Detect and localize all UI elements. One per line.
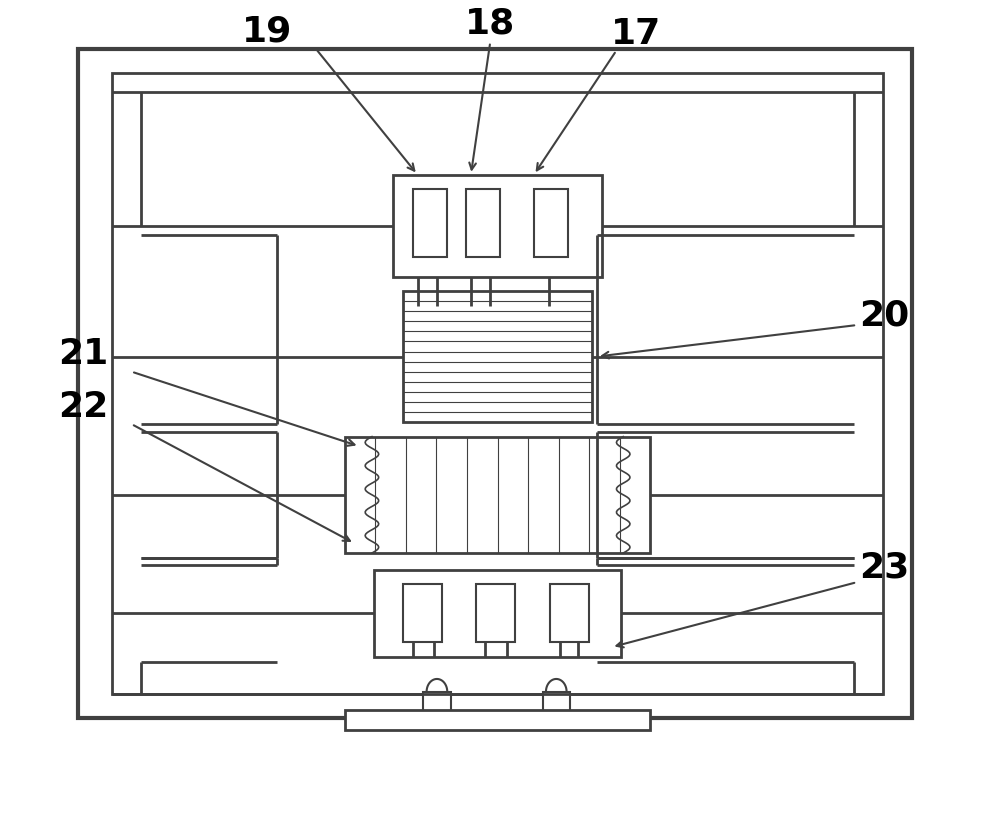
Bar: [413, 190, 447, 257]
Text: 21: 21: [58, 337, 108, 371]
Bar: [423, 692, 451, 713]
Bar: [345, 710, 650, 729]
Bar: [550, 584, 589, 642]
Text: 20: 20: [859, 298, 909, 332]
Bar: [374, 569, 621, 657]
Bar: [466, 190, 500, 257]
Bar: [403, 584, 442, 642]
Text: 18: 18: [465, 7, 515, 41]
Bar: [393, 175, 602, 277]
Text: 19: 19: [242, 15, 292, 49]
Text: 22: 22: [58, 391, 108, 424]
Bar: [112, 73, 883, 694]
Bar: [403, 291, 592, 422]
Bar: [78, 49, 912, 718]
Bar: [345, 437, 650, 553]
Bar: [543, 692, 570, 713]
Bar: [534, 190, 568, 257]
Bar: [476, 584, 515, 642]
Text: 17: 17: [611, 16, 661, 50]
Text: 23: 23: [859, 550, 909, 584]
